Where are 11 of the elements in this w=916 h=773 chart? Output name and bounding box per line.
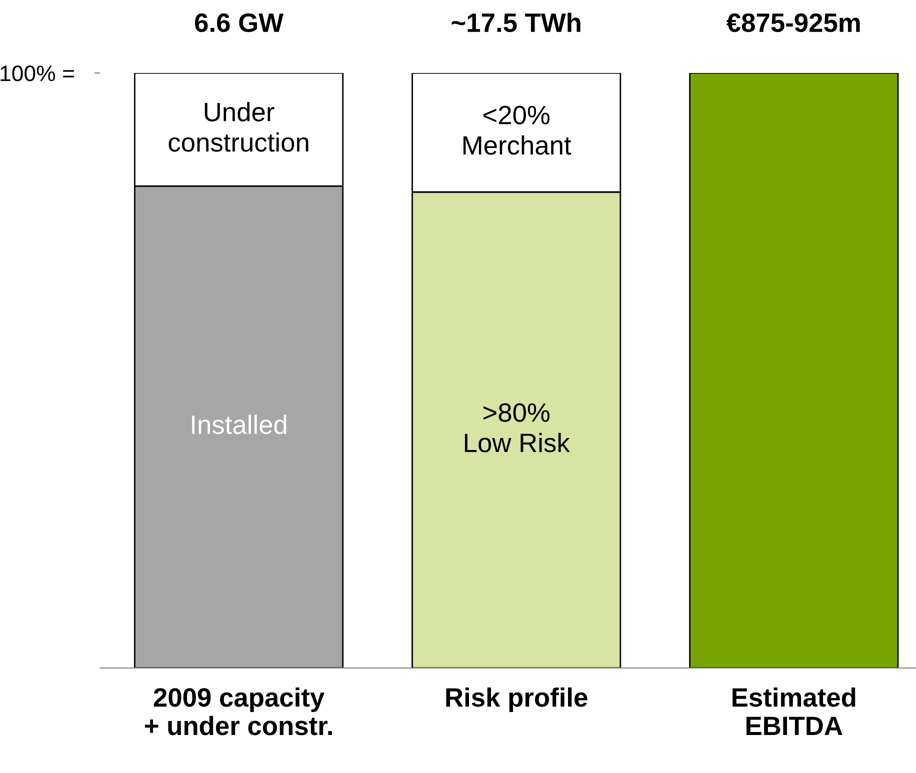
y-tick-label: 100% = [0, 66, 74, 82]
data-label: >80% Low Risk [464, 403, 570, 452]
x-tick-label: Risk profile [446, 687, 588, 712]
x-tick-label: 2009 capacity + under constr. [144, 687, 332, 736]
text: ~17.5 TWh [452, 12, 580, 32]
text: 6.6 GW [195, 13, 284, 32]
x-tick-label: Estimated EBITDA [732, 687, 856, 735]
data-label: <20% Merchant [463, 106, 572, 155]
data-label: Installed [192, 414, 286, 434]
text: €875-925m [726, 13, 860, 32]
data-label: Under construction [168, 102, 308, 152]
